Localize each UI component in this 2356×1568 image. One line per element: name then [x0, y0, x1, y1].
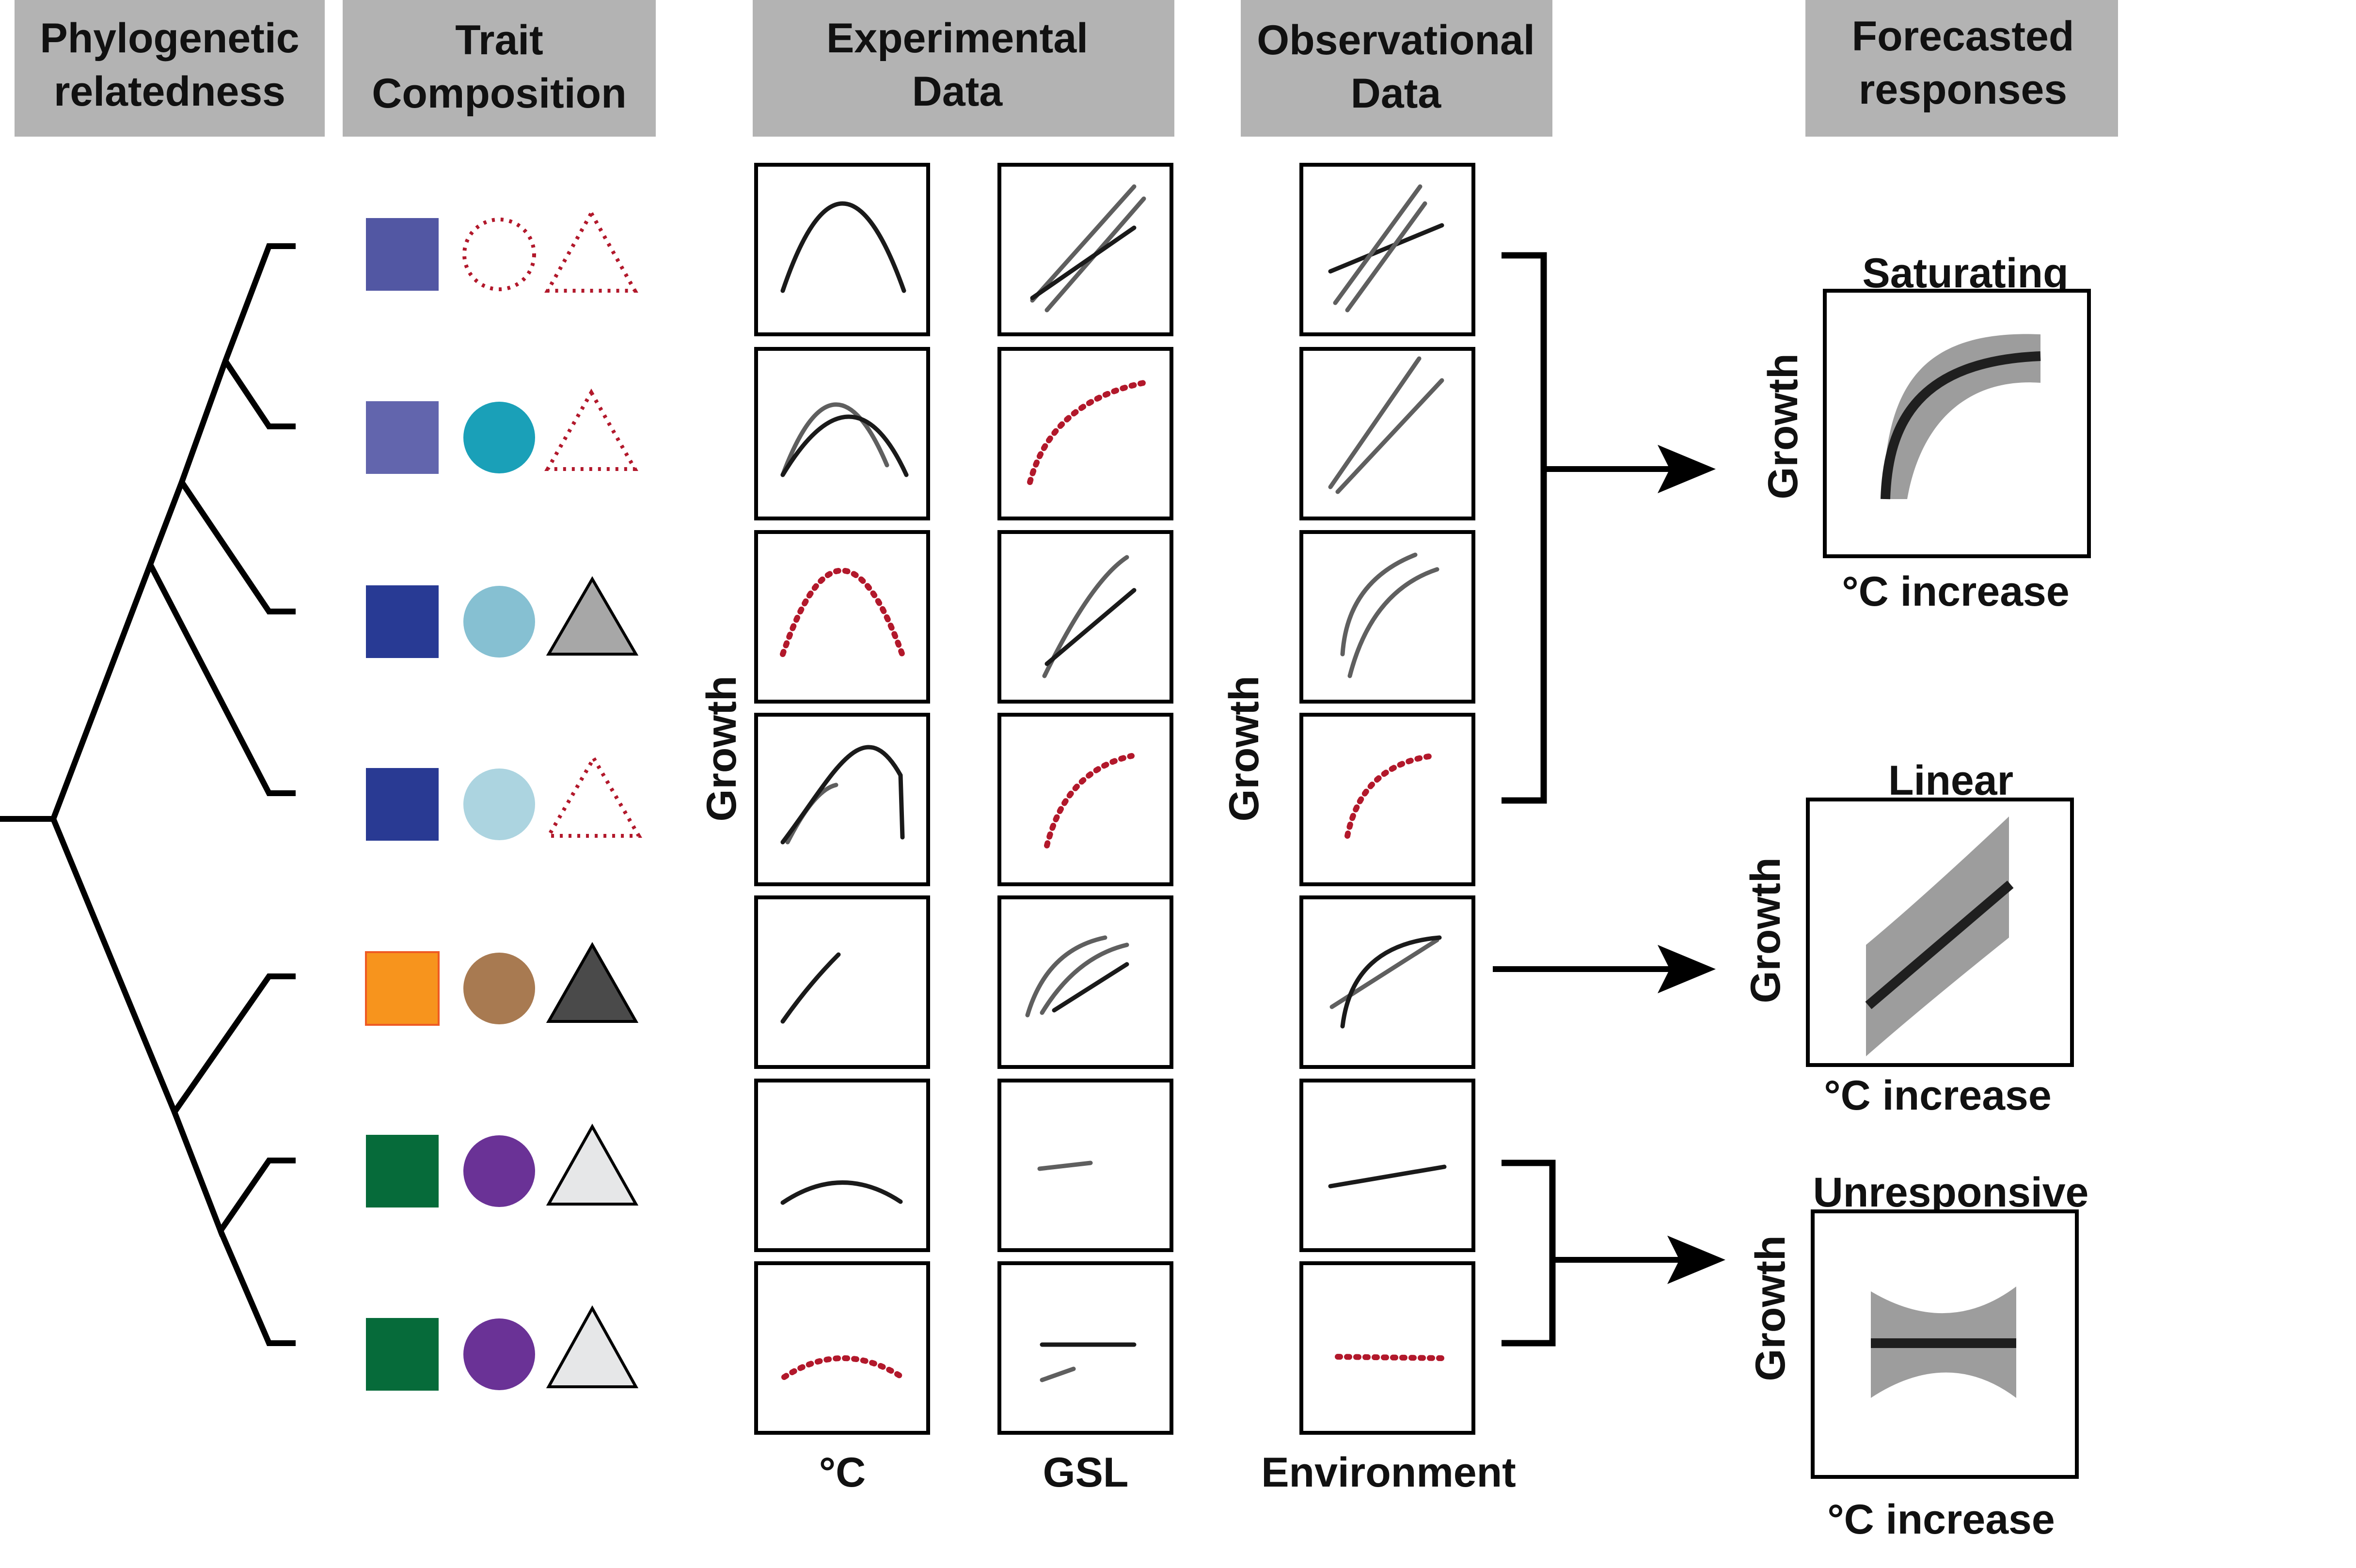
bracket-unresponsive	[1502, 1160, 1725, 1347]
header-forecast-line1: Forecasted	[1852, 13, 2074, 60]
trait-square-6	[366, 1135, 439, 1207]
exp-temp-panel-4	[754, 713, 930, 886]
forecast-linear-xlabel: °C increase	[1824, 1072, 2051, 1119]
bracket-saturating	[1502, 252, 1716, 804]
trait-circle-3	[463, 586, 535, 658]
header-observational: Observational Data	[1241, 0, 1552, 137]
header-phylogeny-line1: Phylogenetic	[40, 15, 299, 62]
experimental-temperature-column	[754, 163, 930, 1435]
header-traits-line2: Composition	[372, 70, 627, 117]
trait-triangle-5	[546, 941, 639, 1023]
exp-gsl-panel-2	[997, 347, 1173, 520]
trait-circle-5	[463, 953, 535, 1024]
forecast-unresponsive-xlabel: °C increase	[1827, 1496, 2055, 1543]
trait-circle-1	[462, 218, 536, 291]
phylogenetic-tree	[0, 243, 296, 1346]
forecast-saturating-xlabel: °C increase	[1842, 568, 2069, 615]
trait-triangle-6	[546, 1123, 639, 1206]
exp-temp-panel-6	[754, 1079, 930, 1252]
forecast-saturating-ylabel: Growth	[1760, 354, 1806, 500]
header-traits-line1: Trait	[455, 17, 543, 63]
trait-circle-7	[463, 1318, 535, 1390]
trait-triangle-1	[544, 209, 638, 293]
exp-gsl-panel-5	[997, 895, 1173, 1069]
header-observational-line2: Data	[1351, 70, 1442, 117]
exp-gsl-panel-1	[997, 163, 1173, 336]
trait-square-4	[366, 768, 439, 841]
trait-composition	[365, 209, 642, 1391]
exp-temp-panel-7	[754, 1261, 930, 1435]
header-experimental: Experimental Data	[753, 0, 1174, 137]
header-traits: Trait Composition	[343, 0, 656, 137]
exp-temp-panel-1	[754, 163, 930, 336]
header-observational-line1: Observational	[1257, 17, 1535, 63]
arrow-saturating-head	[1658, 445, 1716, 493]
obs-panel-1	[1299, 163, 1475, 336]
trait-square-5	[365, 951, 440, 1026]
forecast-unresponsive-ylabel: Growth	[1747, 1236, 1794, 1381]
obs-panel-2	[1299, 347, 1475, 520]
exp-gsl-panel-3	[997, 530, 1173, 704]
trait-triangle-2	[544, 388, 638, 471]
forecast-linear-title: Linear	[1888, 757, 2013, 804]
forecast-linear-ylabel: Growth	[1742, 858, 1789, 1004]
arrow-unresponsive-head	[1667, 1236, 1725, 1284]
obs-panel-7	[1299, 1261, 1475, 1435]
experimental-y-label: Growth	[698, 676, 745, 822]
forecast-unresponsive: Unresponsive Growth °C increase	[1747, 1169, 2088, 1543]
arrow-linear-head	[1658, 945, 1716, 993]
obs-panel-5	[1299, 895, 1475, 1069]
exp-temp-panel-2	[754, 347, 930, 520]
trait-triangle-3	[546, 576, 639, 656]
trait-square-1	[366, 218, 439, 291]
trait-circle-2	[463, 402, 535, 473]
exp-temp-panel-3	[754, 530, 930, 704]
observational-column	[1299, 163, 1475, 1435]
trait-square-2	[366, 401, 439, 474]
gsl-x-label: GSL	[1043, 1449, 1129, 1496]
obs-panel-4	[1299, 713, 1475, 886]
header-phylogeny-line2: relatedness	[54, 68, 285, 115]
trait-circle-6	[463, 1135, 535, 1207]
header-experimental-line1: Experimental	[826, 15, 1088, 62]
exp-gsl-panel-6	[997, 1079, 1173, 1252]
header-forecast: Forecasted responses	[1805, 0, 2118, 137]
temperature-x-label: °C	[819, 1449, 866, 1496]
trait-circle-4	[463, 768, 535, 840]
arrow-linear	[1493, 945, 1716, 993]
exp-gsl-panel-7	[997, 1261, 1173, 1435]
forecast-unresponsive-title: Unresponsive	[1813, 1169, 2089, 1216]
trait-square-7	[366, 1318, 439, 1391]
exp-temp-panel-5	[754, 895, 930, 1069]
header-experimental-line2: Data	[912, 68, 1003, 115]
observational-y-label: Growth	[1221, 676, 1267, 822]
header-forecast-line2: responses	[1859, 66, 2067, 113]
experimental-gsl-column	[997, 163, 1173, 1435]
environment-x-label: Environment	[1261, 1449, 1516, 1496]
forecast-linear: Linear Growth °C increase	[1742, 757, 2074, 1119]
obs-panel-6	[1299, 1079, 1475, 1252]
trait-square-3	[366, 585, 439, 658]
trait-triangle-7	[546, 1305, 639, 1388]
trait-triangle-4	[545, 754, 642, 838]
obs-panel-3	[1299, 530, 1475, 704]
exp-gsl-panel-4	[997, 713, 1173, 886]
forecast-saturating: Saturating Growth °C increase	[1760, 250, 2091, 615]
header-phylogeny: Phylogenetic relatedness	[15, 0, 325, 137]
